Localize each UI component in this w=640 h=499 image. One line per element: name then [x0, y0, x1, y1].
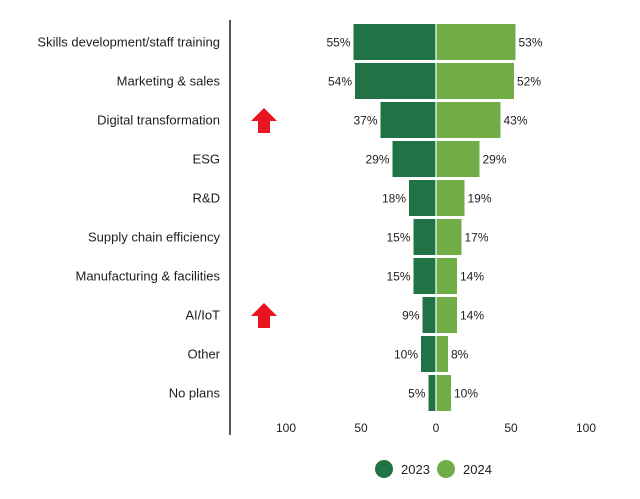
value-label-2023-esg: 29%	[365, 153, 389, 167]
bar-2024-manufacturing-facilities	[436, 258, 457, 294]
legend-swatch-2024	[437, 460, 455, 478]
bar-2023-esg	[392, 141, 436, 177]
category-label-r-d: R&D	[193, 191, 220, 206]
bar-2024-other	[436, 336, 448, 372]
category-label-esg: ESG	[193, 152, 220, 167]
bar-2023-marketing-sales	[355, 63, 436, 99]
bar-layer	[353, 20, 516, 416]
up-arrow-icon	[251, 108, 277, 133]
value-label-2024-esg: 29%	[483, 153, 507, 167]
value-label-2024-ai-iot: 14%	[460, 309, 484, 323]
bar-2023-r-d	[409, 180, 436, 216]
bar-2024-no-plans	[436, 375, 451, 411]
value-label-2023-digital-transformation: 37%	[353, 114, 377, 128]
category-label-digital-transformation: Digital transformation	[97, 113, 220, 128]
category-label-no-plans: No plans	[169, 386, 221, 401]
value-label-2024-no-plans: 10%	[454, 387, 478, 401]
x-tick-label: 0	[433, 421, 440, 435]
value-label-2023-skills-development-staff-training: 55%	[326, 36, 350, 50]
x-tick-label: 50	[504, 421, 518, 435]
bar-2023-supply-chain-efficiency	[413, 219, 436, 255]
legend: 2023 2024	[375, 460, 492, 478]
x-tick-label: 100	[576, 421, 596, 435]
bar-2024-r-d	[436, 180, 465, 216]
bar-2023-no-plans	[428, 375, 436, 411]
bar-2024-supply-chain-efficiency	[436, 219, 462, 255]
category-label-skills-development-staff-training: Skills development/staff training	[37, 35, 220, 50]
bar-2023-other	[421, 336, 436, 372]
value-label-2024-supply-chain-efficiency: 17%	[465, 231, 489, 245]
value-label-2023-ai-iot: 9%	[402, 309, 420, 323]
legend-label-2023: 2023	[401, 462, 430, 477]
bar-2024-digital-transformation	[436, 102, 501, 138]
value-label-2024-skills-development-staff-training: 53%	[519, 36, 543, 50]
value-label-2023-manufacturing-facilities: 15%	[386, 270, 410, 284]
bar-2024-ai-iot	[436, 297, 457, 333]
value-label-2024-marketing-sales: 52%	[517, 75, 541, 89]
value-label-2023-other: 10%	[394, 348, 418, 362]
legend-label-2024: 2024	[463, 462, 492, 477]
bar-2023-ai-iot	[422, 297, 436, 333]
up-arrow-icon	[251, 303, 277, 328]
x-axis-ticks: 100 50 0 50 100	[276, 421, 596, 435]
bar-2024-esg	[436, 141, 480, 177]
bar-2023-skills-development-staff-training	[353, 24, 436, 60]
category-label-ai-iot: AI/IoT	[185, 308, 220, 323]
value-label-2023-no-plans: 5%	[408, 387, 426, 401]
value-label-2023-r-d: 18%	[382, 192, 406, 206]
legend-swatch-2023	[375, 460, 393, 478]
bar-2023-manufacturing-facilities	[413, 258, 436, 294]
bar-2024-marketing-sales	[436, 63, 514, 99]
value-label-2024-other: 8%	[451, 348, 469, 362]
category-label-supply-chain-efficiency: Supply chain efficiency	[88, 230, 221, 245]
value-label-2024-r-d: 19%	[468, 192, 492, 206]
category-label-marketing-sales: Marketing & sales	[117, 74, 221, 89]
bar-2023-digital-transformation	[380, 102, 436, 138]
value-label-2024-digital-transformation: 43%	[504, 114, 528, 128]
marker-layer	[251, 108, 277, 328]
category-label-manufacturing-facilities: Manufacturing & facilities	[75, 269, 220, 284]
value-label-2024-manufacturing-facilities: 14%	[460, 270, 484, 284]
x-tick-label: 100	[276, 421, 296, 435]
category-label-other: Other	[187, 347, 220, 362]
bar-2024-skills-development-staff-training	[436, 24, 516, 60]
value-label-2023-supply-chain-efficiency: 15%	[386, 231, 410, 245]
value-label-2023-marketing-sales: 54%	[328, 75, 352, 89]
x-tick-label: 50	[354, 421, 368, 435]
label-layer: Skills development/staff training 55% 53% M…	[37, 35, 542, 401]
